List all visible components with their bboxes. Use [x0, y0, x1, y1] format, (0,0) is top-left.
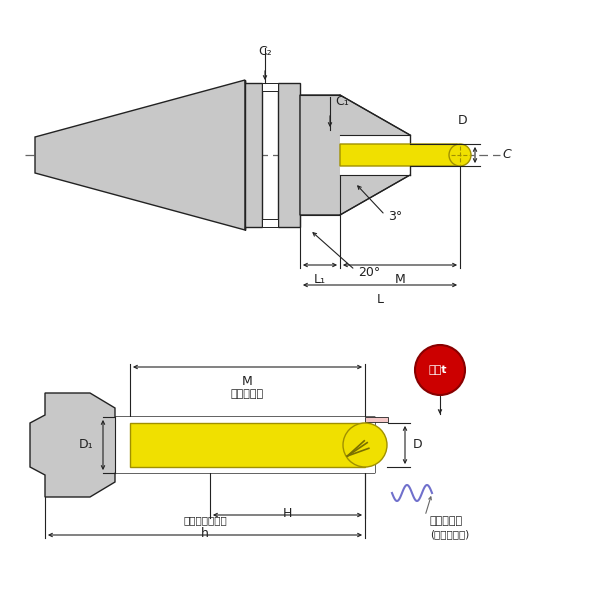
Text: C: C — [502, 148, 511, 161]
Text: 工具最大挿入長: 工具最大挿入長 — [183, 515, 227, 525]
Text: 3°: 3° — [388, 211, 402, 223]
Text: D₁: D₁ — [79, 439, 93, 451]
Polygon shape — [115, 417, 375, 473]
Polygon shape — [340, 135, 410, 175]
Polygon shape — [262, 219, 278, 227]
Polygon shape — [35, 80, 245, 230]
Text: D: D — [458, 114, 468, 127]
Polygon shape — [262, 83, 278, 91]
Circle shape — [449, 144, 471, 166]
Text: H: H — [283, 507, 292, 520]
Polygon shape — [130, 423, 365, 467]
Text: L: L — [377, 293, 383, 306]
Polygon shape — [365, 417, 388, 422]
Text: 20°: 20° — [358, 266, 380, 280]
Text: M: M — [242, 375, 253, 388]
Text: 加工有効長: 加工有効長 — [231, 389, 264, 399]
Polygon shape — [340, 144, 460, 166]
Polygon shape — [300, 95, 410, 215]
Polygon shape — [245, 80, 262, 230]
Circle shape — [343, 423, 387, 467]
Circle shape — [415, 345, 465, 395]
Text: D: D — [413, 439, 422, 451]
Text: L₁: L₁ — [314, 273, 326, 286]
Text: M: M — [395, 273, 406, 286]
Text: つかみ長さ: つかみ長さ — [430, 516, 463, 526]
Text: (最低把持長): (最低把持長) — [430, 529, 469, 539]
Text: C₁: C₁ — [335, 95, 349, 108]
Text: h: h — [201, 527, 209, 540]
Polygon shape — [278, 83, 300, 227]
Text: C₂: C₂ — [258, 45, 272, 58]
Text: 肉厕t: 肉厕t — [429, 365, 447, 375]
Polygon shape — [30, 393, 375, 497]
